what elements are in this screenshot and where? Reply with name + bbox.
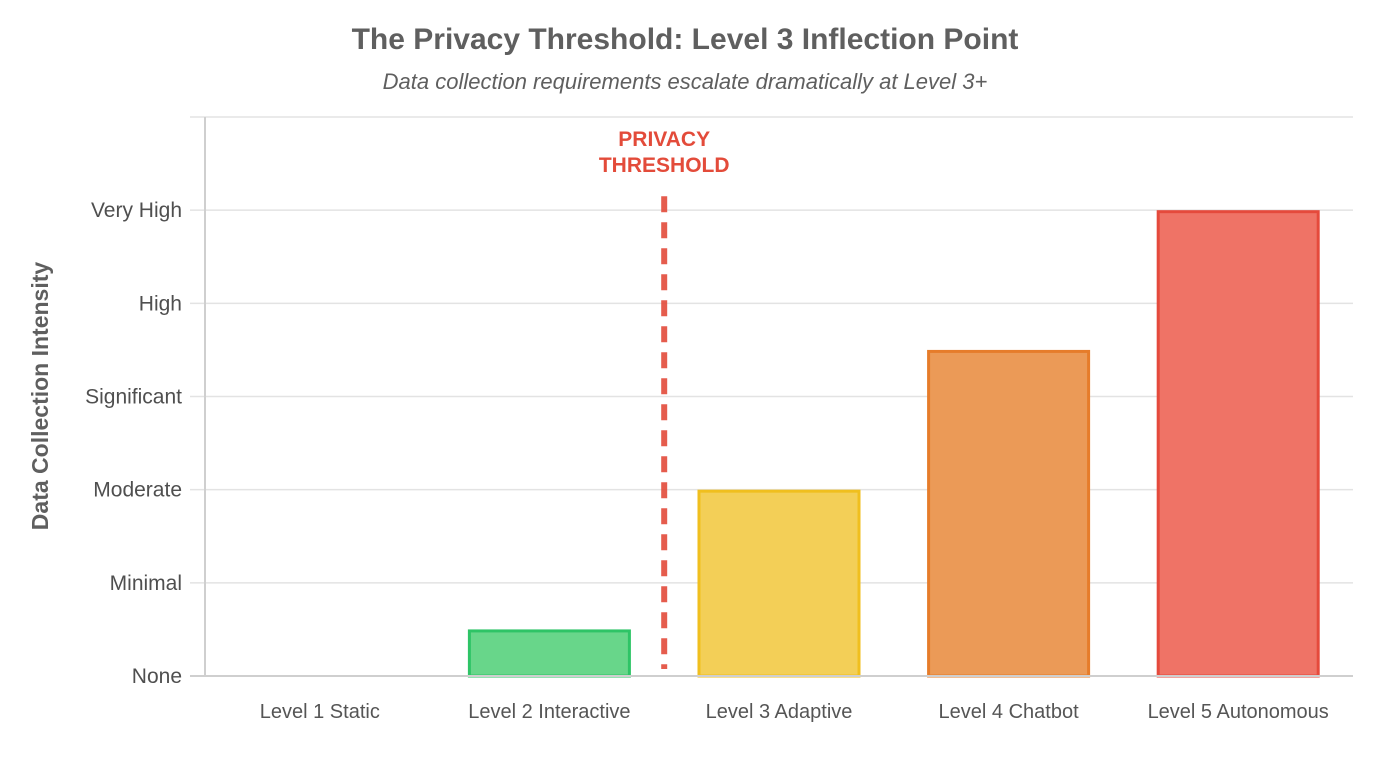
- gridlines: None Minimal Moderate Significant High Very H…: [85, 116, 1353, 688]
- y-tick-label: High: [139, 292, 182, 315]
- y-tick-label: Significant: [85, 386, 182, 409]
- y-tick-label: Very High: [91, 199, 182, 222]
- threshold-label: PRIVACY: [618, 128, 710, 151]
- bar[interactable]: [927, 349, 1091, 678]
- chart-title: The Privacy Threshold: Level 3 Inflectio…: [352, 23, 1019, 56]
- x-tick-labels: Level 1 Static Level 2 Interactive Level 3…: [260, 701, 1329, 723]
- x-tick-label: Level 4 Chatbot: [939, 701, 1080, 723]
- threshold-annotation: PRIVACY THRESHOLD: [599, 128, 730, 669]
- y-tick-label: Minimal: [110, 572, 182, 595]
- y-tick-label: None: [132, 665, 182, 688]
- bars: [467, 210, 1320, 678]
- x-tick-label: Level 3 Adaptive: [706, 701, 853, 723]
- threshold-label: THRESHOLD: [599, 154, 730, 177]
- x-tick-label: Level 5 Autonomous: [1148, 701, 1329, 723]
- axes: [190, 117, 1353, 677]
- x-tick-label: Level 1 Static: [260, 701, 380, 723]
- chart-subtitle: Data collection requirements escalate dr…: [383, 69, 988, 94]
- y-tick-label: Moderate: [93, 479, 182, 502]
- bar[interactable]: [467, 629, 631, 678]
- bar[interactable]: [697, 489, 861, 678]
- x-tick-label: Level 2 Interactive: [468, 701, 630, 723]
- bar[interactable]: [1156, 210, 1320, 678]
- y-axis-label: Data Collection Intensity: [27, 262, 53, 531]
